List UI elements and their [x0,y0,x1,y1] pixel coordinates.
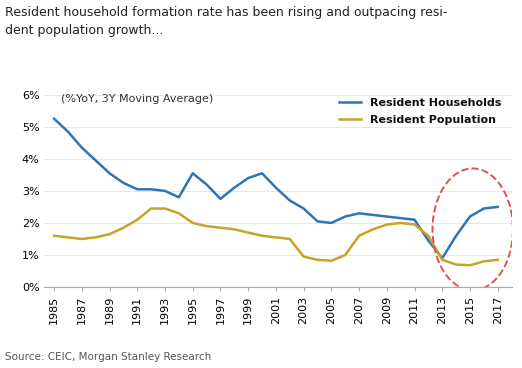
Resident Households [79,145,85,150]
Resident Households [370,213,376,217]
Resident Population [453,262,459,267]
Resident Households [231,185,238,190]
Resident Population [411,222,418,227]
Resident Population [217,226,223,230]
Text: (%YoY, 3Y Moving Average): (%YoY, 3Y Moving Average) [61,94,213,104]
Resident Population [106,232,113,236]
Resident Population [92,235,99,240]
Text: Source: CEIC, Morgan Stanley Research: Source: CEIC, Morgan Stanley Research [5,353,211,362]
Resident Households [162,189,168,193]
Text: Resident household formation rate has been rising and outpacing resi-: Resident household formation rate has be… [5,6,447,18]
Resident Population [273,235,279,240]
Resident Population [384,222,390,227]
Legend: Resident Households, Resident Population: Resident Households, Resident Population [335,94,506,130]
Resident Households [384,214,390,219]
Resident Households [148,187,154,191]
Resident Population [148,206,154,211]
Text: dent population growth...: dent population growth... [5,24,163,37]
Resident Households [106,171,113,176]
Resident Population [370,227,376,231]
Resident Population [65,235,71,240]
Line: Resident Households: Resident Households [54,119,497,258]
Resident Population [398,221,404,225]
Resident Households [425,238,432,243]
Resident Households [287,198,293,203]
Resident Population [79,237,85,241]
Resident Population [301,254,307,259]
Resident Households [314,219,321,223]
Resident Population [176,211,182,216]
Resident Households [328,221,335,225]
Resident Population [120,226,126,230]
Resident Population [259,234,265,238]
Resident Households [92,158,99,163]
Resident Population [481,259,487,263]
Line: Resident Population: Resident Population [54,209,497,265]
Resident Population [494,258,501,262]
Resident Population [245,230,251,235]
Resident Population [51,234,57,238]
Resident Households [204,182,210,187]
Resident Households [481,206,487,211]
Resident Population [134,217,140,222]
Resident Population [189,221,196,225]
Resident Households [245,176,251,180]
Resident Households [356,211,362,216]
Resident Households [398,216,404,220]
Resident Households [259,171,265,176]
Resident Population [467,263,473,268]
Resident Population [328,259,335,263]
Resident Households [65,130,71,134]
Resident Population [425,234,432,238]
Resident Population [356,234,362,238]
Resident Households [217,197,223,201]
Resident Population [314,258,321,262]
Resident Population [342,253,348,257]
Resident Households [120,181,126,185]
Resident Population [204,224,210,229]
Resident Households [494,205,501,209]
Resident Population [439,258,445,262]
Resident Households [273,185,279,190]
Resident Households [134,187,140,191]
Resident Households [342,214,348,219]
Resident Population [287,237,293,241]
Resident Households [301,206,307,211]
Resident Households [467,214,473,219]
Resident Households [453,234,459,238]
Resident Households [51,117,57,121]
Resident Population [162,206,168,211]
Resident Households [176,195,182,199]
Resident Population [231,227,238,231]
Resident Households [189,171,196,176]
Resident Households [439,256,445,261]
Resident Households [411,217,418,222]
